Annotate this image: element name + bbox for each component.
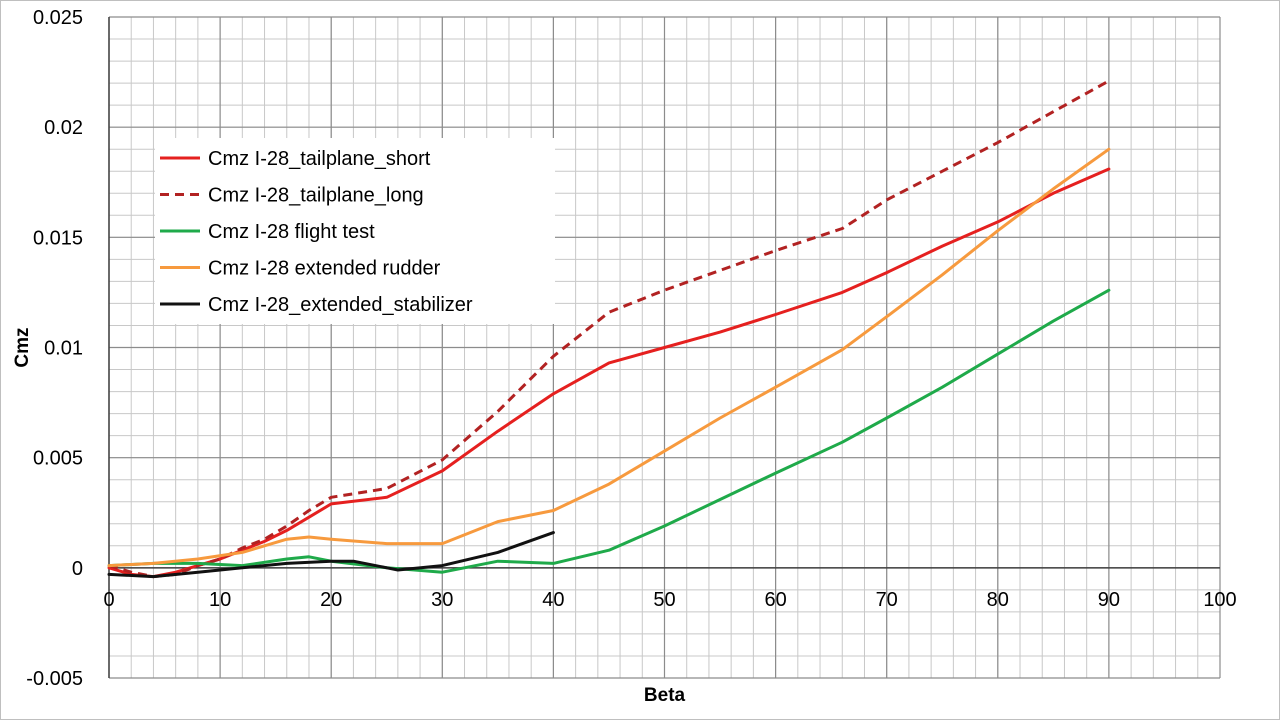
x-tick-label: 40 — [542, 589, 564, 611]
y-tick-label: -0.005 — [26, 668, 83, 690]
legend-label: Cmz I-28_tailplane_long — [208, 185, 424, 207]
x-tick-label: 60 — [764, 589, 786, 611]
y-tick-label: 0.01 — [44, 338, 83, 360]
x-tick-label: 30 — [431, 589, 453, 611]
x-tick-label: 70 — [876, 589, 898, 611]
x-tick-label: 0 — [103, 589, 114, 611]
x-tick-label: 100 — [1203, 589, 1236, 611]
y-tick-label: 0.025 — [33, 7, 83, 29]
series-line — [107, 531, 555, 579]
y-tick-label: 0 — [72, 558, 83, 580]
series-line — [107, 288, 1111, 574]
legend-label: Cmz I-28_extended_stabilizer — [208, 294, 473, 316]
x-tick-label: 50 — [653, 589, 675, 611]
x-tick-label: 20 — [320, 589, 342, 611]
series-line — [107, 147, 1111, 568]
legend-label: Cmz I-28 flight test — [208, 221, 375, 243]
x-tick-label: 90 — [1098, 589, 1120, 611]
y-axis-title: Cmz — [12, 327, 33, 367]
y-tick-label: 0.02 — [44, 117, 83, 139]
x-tick-label: 10 — [209, 589, 231, 611]
legend-label: Cmz I-28 extended rudder — [208, 258, 441, 280]
x-tick-label: 80 — [987, 589, 1009, 611]
legend-box — [155, 138, 555, 324]
y-tick-label: 0.015 — [33, 227, 83, 249]
y-tick-label: 0.005 — [33, 448, 83, 470]
x-axis-title: Beta — [644, 685, 686, 706]
series-line — [108, 79, 1110, 579]
legend-label: Cmz I-28_tailplane_short — [208, 148, 431, 170]
